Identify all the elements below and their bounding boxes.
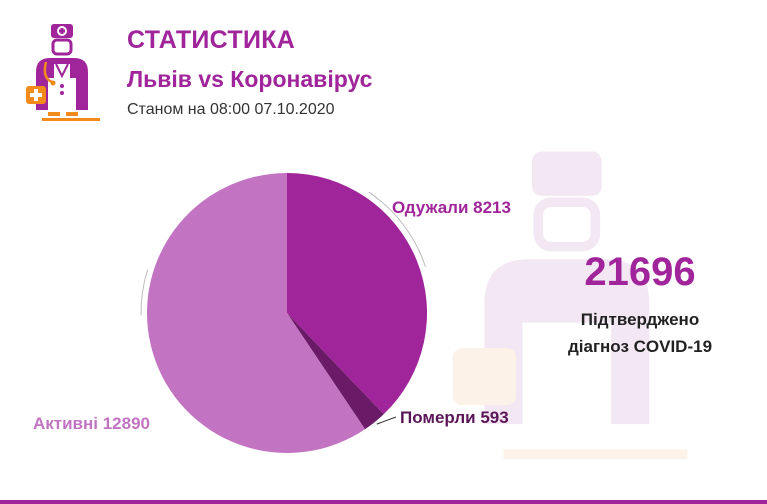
slice-label-1: Одужали 8213	[392, 198, 511, 217]
bottom-accent-bar	[0, 500, 767, 504]
pie-slice-2	[287, 313, 384, 430]
pie-slice-1	[287, 173, 427, 415]
slice-label-2: Померли 593	[400, 408, 509, 427]
page-title: СТАТИСТИКА	[127, 26, 296, 54]
leader-line-3	[140, 269, 149, 316]
doctor-logo-icon	[26, 24, 100, 121]
page-subtitle: Львів vs Коронавірус	[127, 66, 373, 92]
date-line: Станом на 08:00 07.10.2020	[127, 101, 335, 118]
leader-line-1	[368, 191, 426, 267]
slice-label-3: Активні 12890	[33, 414, 150, 433]
doctor-watermark-icon	[452, 151, 688, 460]
leader-line-2	[376, 416, 397, 425]
caption-line-2: діагноз COVID-19	[567, 337, 713, 356]
total-confirmed-value: 21696	[584, 250, 696, 294]
caption-line-1: Підтверджено	[580, 310, 700, 329]
total-confirmed-caption: Підтверджено діагноз COVID-19	[540, 306, 740, 360]
pie-slice-3	[146, 173, 366, 453]
